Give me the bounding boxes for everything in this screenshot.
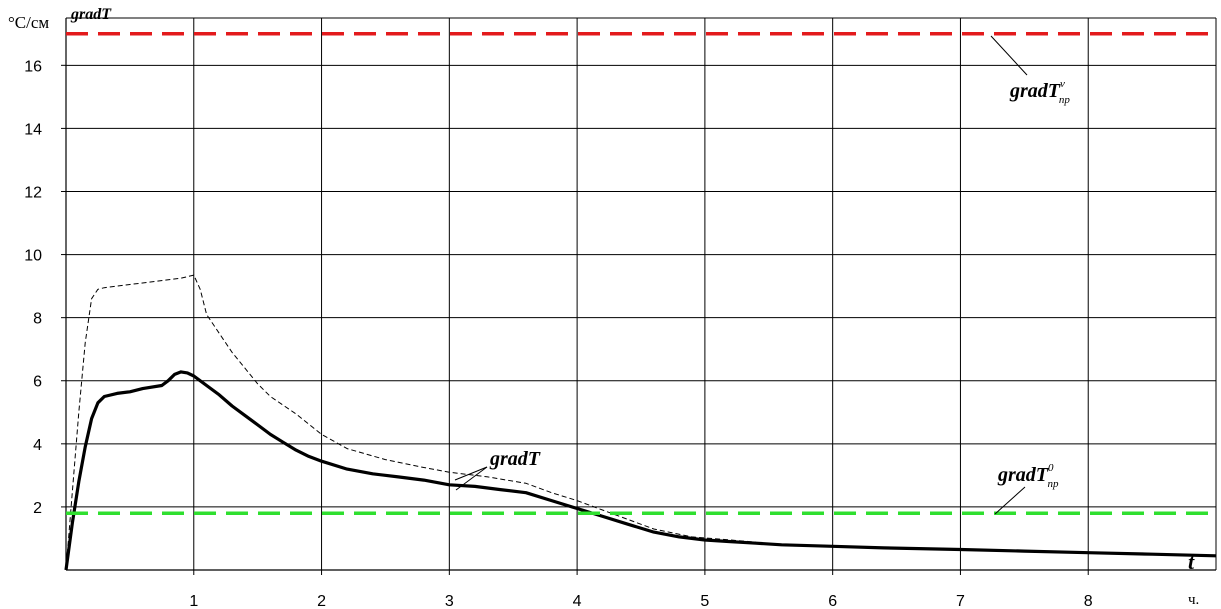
- upper-threshold-label: gradTν пр: [1009, 78, 1070, 106]
- y-tick-label: 4: [33, 437, 42, 454]
- lower-threshold-label: gradT0 пр: [997, 462, 1059, 490]
- axes: [61, 18, 1216, 575]
- lower-annotation-leader: [994, 486, 1026, 515]
- x-tick-label: 6: [828, 593, 837, 609]
- x-tick-label: 1: [189, 593, 198, 609]
- grid: [66, 17, 1217, 570]
- series-line-gradT-dashed: [65, 274, 757, 571]
- x-tick-label: 2: [317, 593, 326, 609]
- y-tick-label: 16: [24, 58, 42, 75]
- x-unit-label: ч.: [1188, 592, 1199, 608]
- x-tick-label: 4: [573, 593, 582, 609]
- x-tick-label: 3: [445, 593, 454, 609]
- y-tick-label: 2: [33, 500, 42, 517]
- y-unit-label: °C/см: [8, 13, 49, 32]
- x-tick-label: 8: [1084, 593, 1093, 609]
- y-tick-label: 14: [24, 121, 42, 138]
- y-tick-label: 10: [24, 248, 42, 265]
- y-tick-label: 8: [33, 311, 42, 328]
- curve-label: gradT: [489, 448, 541, 470]
- curve-annotation-leader-2: [455, 466, 488, 491]
- curve-annotation-leader-1: [454, 466, 488, 481]
- y-tick-label: 6: [33, 374, 42, 391]
- y-axis-label: gradT: [70, 6, 112, 23]
- series-layer: [64, 32, 1217, 571]
- y-tick-label: 12: [24, 184, 42, 201]
- x-tick-label: 5: [700, 593, 709, 609]
- upper-annotation-leader: [990, 35, 1028, 76]
- series-line-gradT-solid: [64, 370, 1217, 571]
- x-axis-label: t: [1188, 549, 1195, 574]
- x-tick-label: 7: [956, 593, 965, 609]
